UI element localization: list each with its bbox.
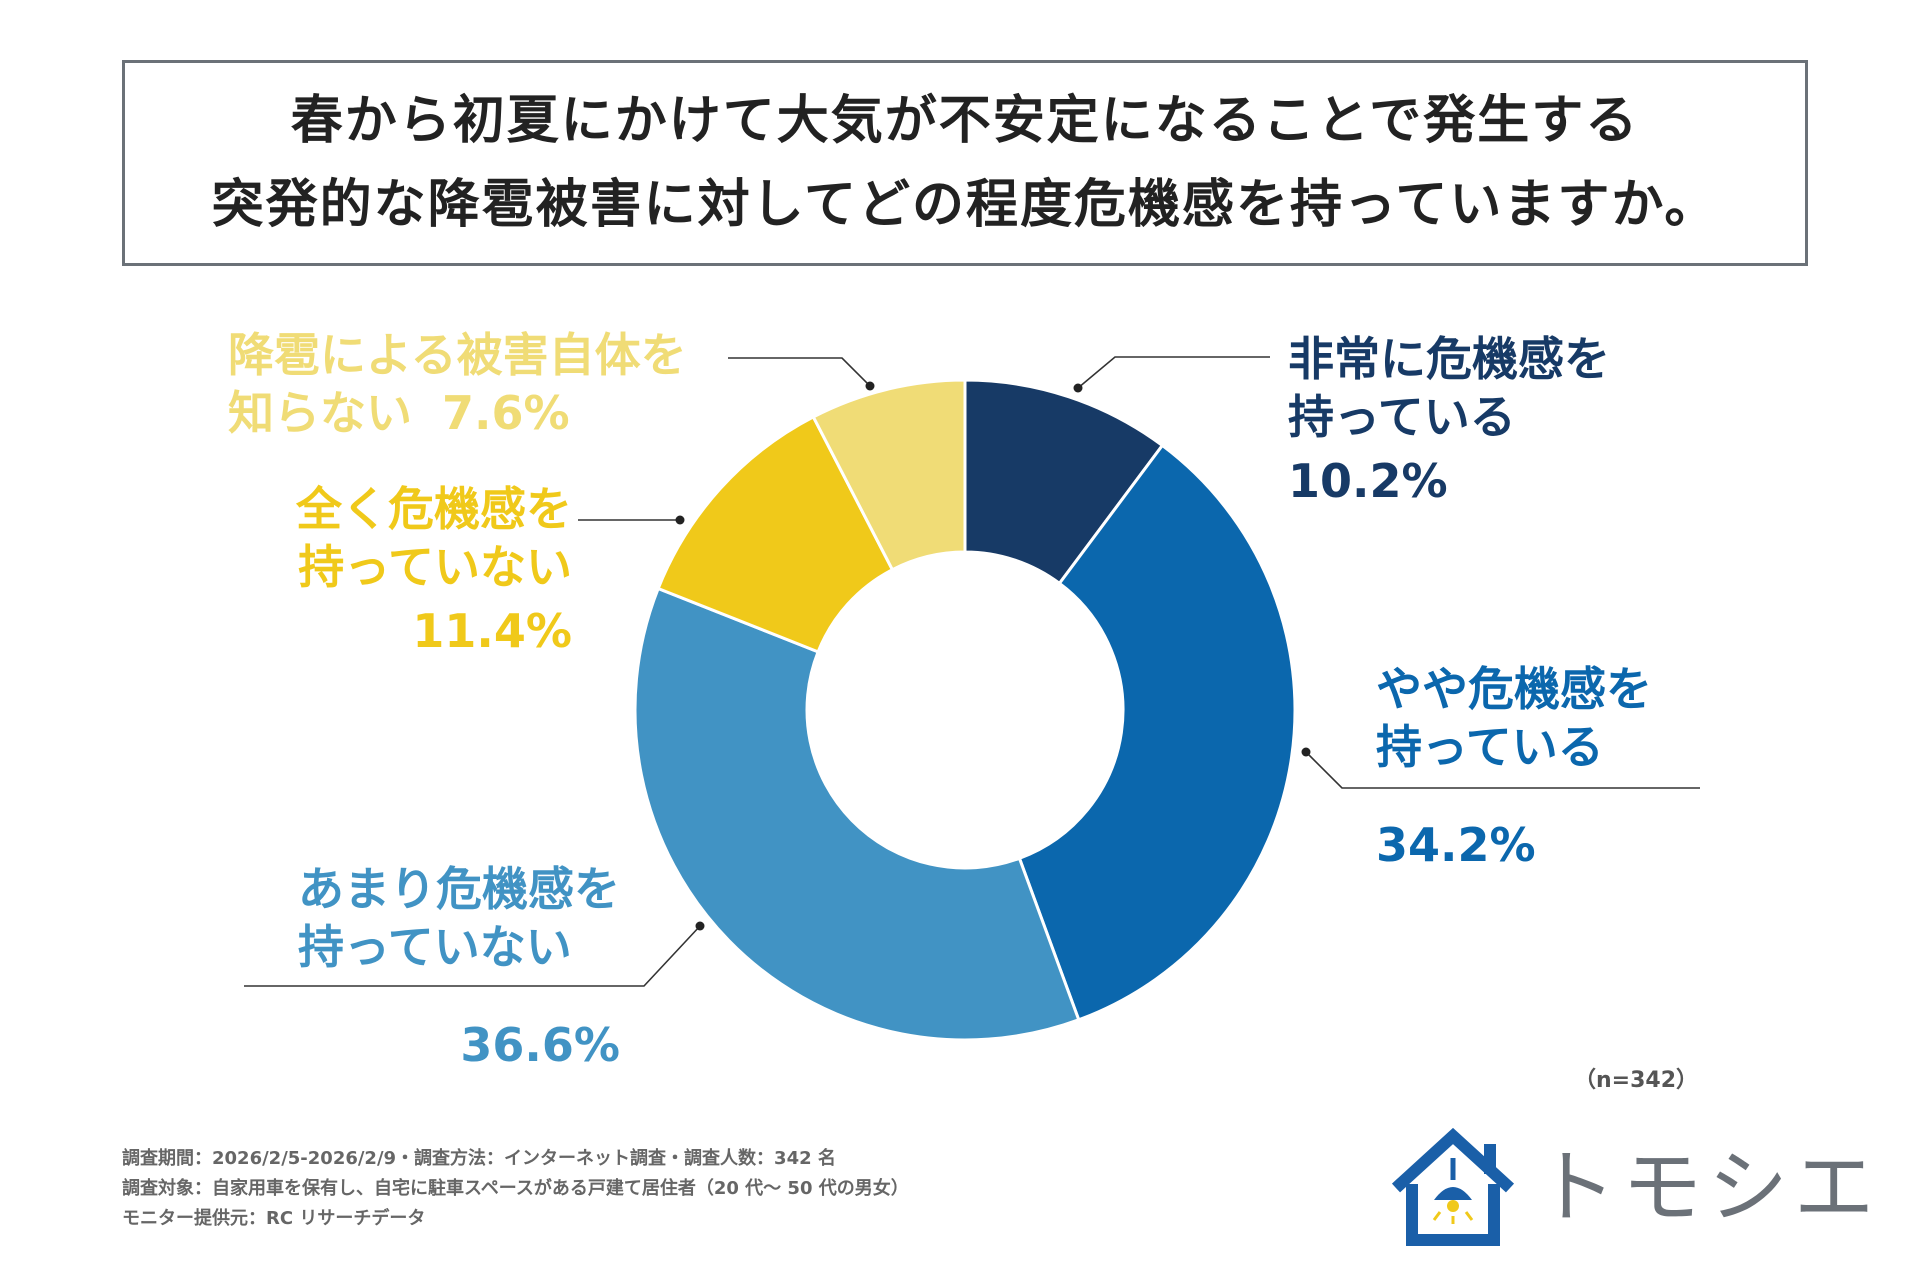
footnote-line: 調査対象：自家用車を保有し、自宅に駐車スペースがある戸建て居住者（20 代～ 5… <box>122 1178 909 1199</box>
label-somewhat-concerned: やや危機感を 持っている 34.2% <box>1376 660 1652 874</box>
sample-size-note: （n=342） <box>1574 1068 1699 1093</box>
label-line: 持っていない <box>298 540 572 594</box>
leader-unaware-dot <box>865 381 875 391</box>
label-percent: 10.2% <box>1288 454 1448 508</box>
leader-not-at-all-concerned-dot <box>675 515 685 525</box>
chart-title-line-1: 春から初夏にかけて大気が不安定になることで発生する <box>290 91 1640 151</box>
label-line: やや危機感を <box>1376 662 1652 716</box>
label-line: 降雹による被害自体を <box>228 328 687 382</box>
label-not-at-all-concerned: 全く危機感を 持っていない 11.4% <box>296 480 572 660</box>
label-percent: 36.6% <box>460 1018 620 1072</box>
footnote-line: モニター提供元：RC リサーチデータ <box>122 1208 426 1229</box>
footnote-line: 調査期間：2026/2/5-2026/2/9・調査方法：インターネット調査・調査… <box>122 1148 836 1169</box>
label-percent: 34.2% <box>1376 818 1536 872</box>
leader-very-concerned-dot <box>1073 383 1083 393</box>
label-not-very-concerned: あまり危機感を 持っていない 36.6% <box>298 860 620 1074</box>
survey-footnote: 調査期間：2026/2/5-2026/2/9・調査方法：インターネット調査・調査… <box>122 1144 909 1234</box>
label-percent: 7.6% <box>442 386 570 440</box>
slice-not-at-all-concerned <box>656 414 895 654</box>
label-unaware-of-damage: 降雹による被害自体を 知らない 7.6% <box>228 326 687 442</box>
label-very-concerned: 非常に危機感を 持っている 10.2% <box>1288 330 1610 510</box>
title-box: 春から初夏にかけて大気が不安定になることで発生する 突発的な降雹被害に対してどの… <box>122 60 1808 266</box>
slice-not-very-concerned <box>633 586 1081 1042</box>
label-line: 持っている <box>1288 390 1516 444</box>
label-line: 非常に危機感を <box>1288 332 1610 386</box>
label-percent: 11.4% <box>412 604 572 658</box>
chart-title-line-2: 突発的な降雹被害に対してどの程度危機感を持っていますか。 <box>211 175 1719 235</box>
label-line: 持っている <box>1376 720 1604 774</box>
label-line-text: 知らない <box>228 386 412 440</box>
brand-name: トモシエ <box>1536 1141 1880 1234</box>
leader-somewhat-concerned <box>1305 751 1700 789</box>
brand-logo: トモシエ <box>1388 1128 1874 1248</box>
label-line: 知らない 7.6% <box>228 384 687 442</box>
house-lamp-icon <box>1391 1128 1515 1246</box>
label-line: 持っていない <box>298 920 572 974</box>
leader-not-very-concerned <box>244 925 701 987</box>
leader-somewhat-concerned-dot <box>1301 747 1311 757</box>
leader-very-concerned <box>1077 356 1270 389</box>
leader-not-very-concerned-dot <box>695 921 705 931</box>
label-line: 全く危機感を <box>296 482 572 536</box>
slice-unaware <box>811 378 967 572</box>
leader-unaware <box>728 357 871 387</box>
slice-somewhat-concerned <box>1017 443 1297 1022</box>
label-line: あまり危機感を <box>298 862 620 916</box>
